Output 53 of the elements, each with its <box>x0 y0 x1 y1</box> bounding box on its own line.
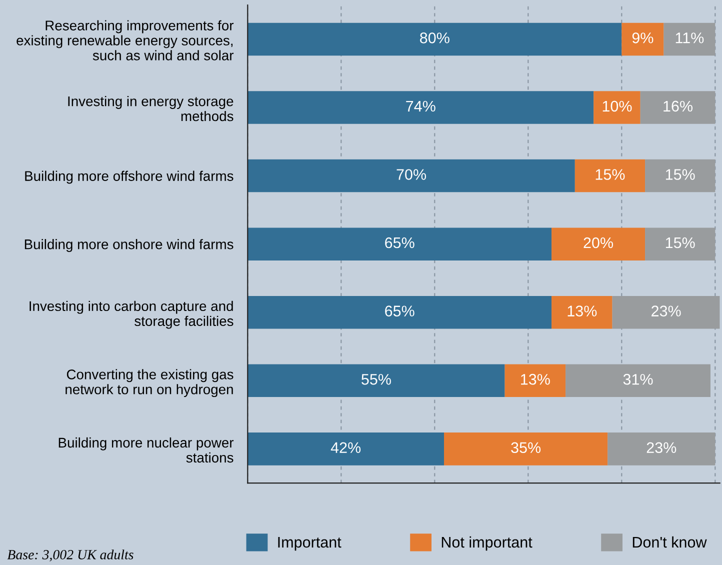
y-tick-label: Converting the existing gas network to run on hydrogen <box>66 369 234 398</box>
bar <box>640 91 716 124</box>
data-label: 13% <box>521 374 550 385</box>
data-label: 55% <box>362 374 391 385</box>
data-label: 31% <box>623 374 653 385</box>
data-label: 23% <box>646 442 676 454</box>
y-tick-label: Researching improvements for existing renewable energy sources, such as wind and solar <box>16 20 234 60</box>
data-label: 10% <box>602 100 632 112</box>
data-label: 65% <box>385 306 414 316</box>
bar <box>645 228 716 260</box>
bar <box>248 432 444 466</box>
data-label: 65% <box>385 237 414 248</box>
bar <box>248 159 575 192</box>
legend-label: Not important <box>442 536 532 551</box>
bar <box>444 432 608 466</box>
bar <box>248 228 552 260</box>
bar <box>504 364 566 398</box>
legend-label: Important <box>278 536 342 551</box>
bar <box>248 364 505 398</box>
y-tick-label: Investing in energy storage methods <box>68 96 234 122</box>
data-label: 11% <box>676 32 704 44</box>
bar <box>248 91 594 124</box>
bar <box>552 296 612 329</box>
bar <box>645 159 716 192</box>
data-label: 42% <box>330 442 361 453</box>
data-label: 80% <box>420 32 450 44</box>
bar <box>612 296 720 329</box>
y-tick-label: Building more offshore wind farms <box>25 170 234 184</box>
data-label: 74% <box>406 100 436 112</box>
data-label: 15% <box>666 169 695 180</box>
data-label: 15% <box>666 237 695 248</box>
y-tick-label: Investing into carbon capture and storage facilities <box>30 300 234 329</box>
data-label: 23% <box>652 306 681 316</box>
bar <box>574 159 646 192</box>
bar <box>594 91 640 124</box>
bar <box>248 22 622 56</box>
y-tick-label: Building more nuclear power stations <box>58 437 234 463</box>
data-label: 15% <box>596 169 625 180</box>
legend-label: Don't know <box>632 536 707 548</box>
bar <box>622 22 664 56</box>
bar <box>552 228 646 260</box>
bar <box>664 22 716 56</box>
y-tick-label: Building more onshore wind farms <box>24 239 234 252</box>
data-label: 20% <box>584 237 614 248</box>
data-label: 16% <box>664 100 693 112</box>
data-label: 35% <box>511 442 541 454</box>
data-label: 70% <box>396 169 426 180</box>
text: Base: 3,002 UK adults <box>7 550 134 562</box>
bar <box>248 296 552 329</box>
data-label: 13% <box>568 306 597 316</box>
bar <box>566 364 710 398</box>
bar <box>608 432 716 466</box>
data-label: 9% <box>632 32 654 44</box>
